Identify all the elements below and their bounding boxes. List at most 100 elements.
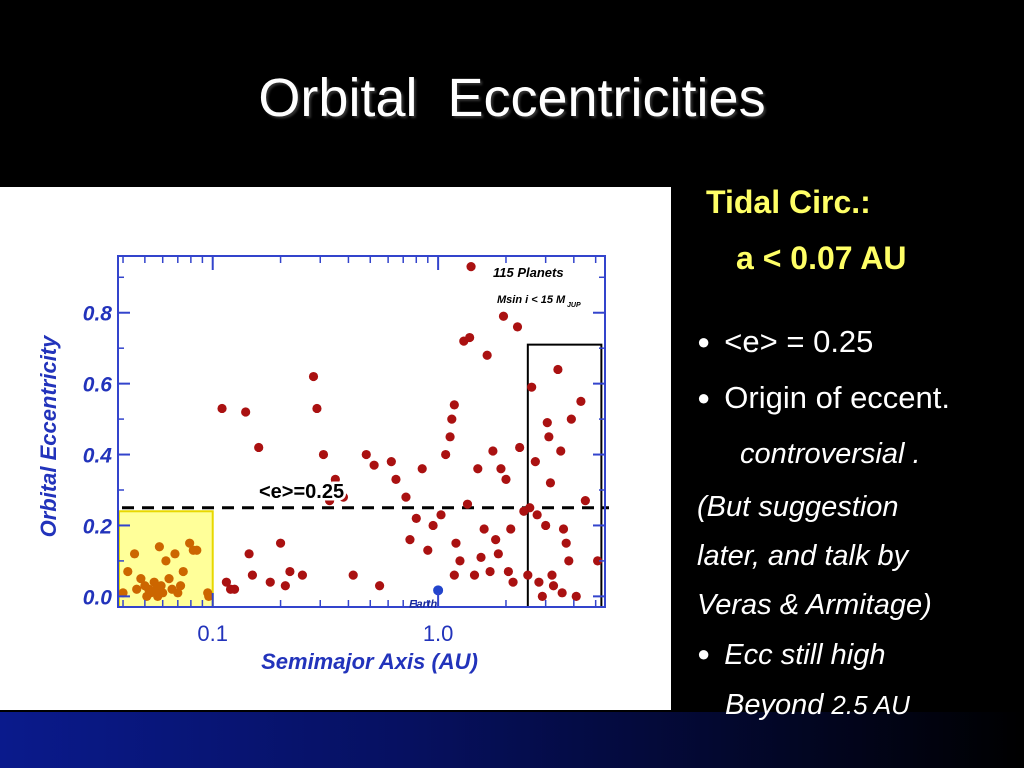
- planet-point: [523, 570, 533, 580]
- planet-point: [593, 556, 603, 566]
- y-axis-label: Orbital Eccentricity: [36, 334, 61, 538]
- inner-planet-point: [136, 574, 146, 584]
- planet-point: [530, 457, 540, 467]
- planet-point: [541, 520, 551, 531]
- tidal-circ-heading: Tidal Circ.:: [706, 184, 871, 220]
- bullet-origin: ● Origin of eccent.: [697, 380, 950, 416]
- planet-point: [553, 364, 563, 375]
- planet-point: [265, 577, 275, 587]
- planet-point: [361, 449, 371, 460]
- inner-planet-point: [149, 577, 159, 587]
- beyond-word: Beyond: [725, 689, 832, 721]
- planet-point: [447, 414, 457, 424]
- planet-point: [476, 552, 486, 562]
- inner-planet-point: [118, 588, 128, 598]
- planet-point: [244, 549, 254, 559]
- inner-planet-point: [164, 574, 174, 584]
- planet-point: [491, 535, 501, 545]
- bullet-ecc-high: ● Ecc still high: [697, 639, 885, 672]
- outer-region-box: [526, 343, 603, 609]
- inner-planet-point: [204, 591, 214, 601]
- bullet-dot-icon: ●: [697, 385, 711, 410]
- planet-point: [297, 570, 308, 580]
- planet-point: [217, 403, 227, 414]
- eccentricity-chart: 0.0 0.2 0.4 0.6 0.8 0.1 1.0 Semimajor Axis (AU)…: [36, 255, 609, 674]
- planet-point: [285, 566, 295, 577]
- planet-point: [534, 577, 544, 587]
- planet-point: [576, 396, 586, 406]
- y-tick-label: 0.4: [83, 445, 113, 468]
- earth-label: Earth: [409, 598, 437, 610]
- inner-planet-point: [175, 581, 186, 591]
- planet-point: [544, 432, 554, 442]
- planet-point: [391, 474, 401, 484]
- planet-point: [479, 524, 489, 534]
- planet-point: [465, 332, 475, 343]
- x-axis-label: Semimajor Axis (AU): [261, 649, 478, 674]
- planet-point: [374, 581, 385, 591]
- controversial-text: controversial .: [740, 438, 921, 470]
- planet-point: [564, 556, 574, 566]
- planet-point: [525, 503, 535, 513]
- inner-planet-point: [158, 588, 168, 598]
- inner-planet-point: [132, 584, 142, 594]
- planet-point: [485, 566, 495, 577]
- planet-point: [561, 538, 571, 548]
- planet-point: [566, 414, 576, 424]
- planet-point: [241, 407, 251, 417]
- y-tick-label: 0.6: [83, 374, 113, 397]
- y-tick-label: 0.2: [83, 515, 113, 538]
- note-line-3: Veras & Armitage): [697, 589, 932, 621]
- inner-planet-point: [154, 542, 164, 552]
- planet-count-annotation: 115 Planets: [493, 265, 564, 280]
- planet-point: [455, 556, 465, 566]
- planet-point: [482, 350, 492, 360]
- axes-layer: [117, 255, 606, 608]
- beyond-value: 2.5 AU: [831, 690, 910, 720]
- tidal-circ-value: a < 0.07 AU: [736, 240, 907, 276]
- planet-point: [417, 464, 427, 474]
- inner-planet-point: [185, 538, 195, 548]
- planet-point: [512, 322, 523, 332]
- planet-point: [488, 446, 498, 456]
- planet-point: [571, 591, 581, 601]
- note-line-1: (But suggestion: [697, 491, 899, 523]
- inner-planet-point: [156, 581, 166, 591]
- x-tick-label: 0.1: [197, 621, 228, 646]
- bullet-ecc-high-text: Ecc still high: [724, 639, 886, 671]
- chart-text-layer: 0.0 0.2 0.4 0.6 0.8 0.1 1.0 Semimajor Axis (AU)…: [36, 265, 581, 674]
- planet-point: [508, 577, 518, 587]
- slide-title: Orbital Eccentricities: [258, 68, 766, 128]
- planet-point: [473, 464, 483, 474]
- planet-point: [229, 584, 240, 594]
- inner-planet-point: [178, 566, 188, 577]
- planet-point: [312, 403, 322, 414]
- planet-point: [221, 577, 231, 587]
- bottom-gradient-band: [0, 712, 1024, 768]
- y-tick-label: 0.8: [83, 303, 113, 326]
- earth-point: [433, 585, 444, 596]
- x-tick-label: 1.0: [423, 621, 454, 646]
- inner-planet-point: [123, 566, 133, 577]
- planet-point: [527, 382, 537, 392]
- planet-point: [308, 371, 319, 382]
- planet-point: [318, 449, 329, 460]
- planet-point: [441, 449, 451, 460]
- planet-point: [405, 535, 415, 545]
- planet-point: [423, 545, 433, 555]
- inner-planet-point: [192, 545, 202, 555]
- planet-point: [506, 524, 516, 534]
- planet-point: [386, 457, 396, 467]
- planet-point: [401, 492, 411, 502]
- inner-planet-point: [161, 556, 171, 566]
- bullet-mean-e: ● <e> = 0.25: [697, 324, 873, 360]
- bullet-mean-e-text: <e> = 0.25: [724, 324, 874, 359]
- beyond-line: Beyond 2.5 AU: [725, 689, 910, 722]
- bullet-origin-text: Origin of eccent.: [724, 380, 951, 415]
- planet-point: [369, 460, 379, 470]
- note-line-2: later, and talk by: [697, 540, 909, 572]
- planet-point: [469, 570, 480, 580]
- planet-point: [445, 432, 455, 442]
- planet-point: [348, 570, 358, 580]
- planet-point: [498, 311, 509, 321]
